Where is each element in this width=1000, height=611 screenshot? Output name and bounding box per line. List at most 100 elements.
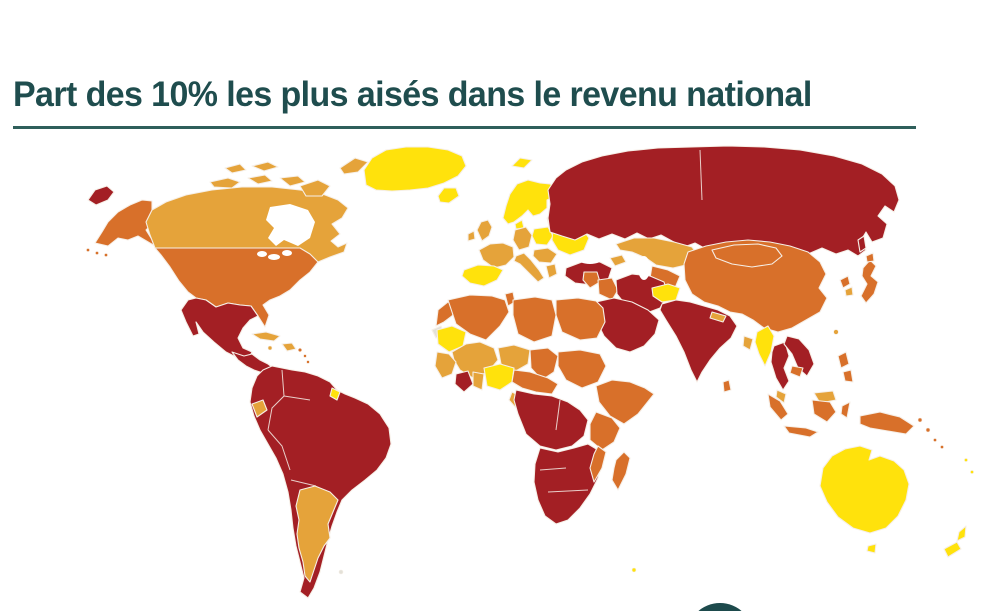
island-falklands <box>338 569 344 575</box>
country-nepal <box>709 311 727 323</box>
country-malaysia-borneo <box>813 390 837 404</box>
country-germany <box>512 226 533 251</box>
island-fiji-2 <box>970 470 974 474</box>
great-lake-1 <box>257 251 267 257</box>
country-poland <box>531 226 554 246</box>
country-canada-arctic-1 <box>209 177 241 189</box>
border-zimbabwe <box>547 489 589 493</box>
country-usa <box>154 247 319 328</box>
black-sea <box>577 252 603 264</box>
country-cambodia <box>789 365 804 378</box>
map-small-islands <box>86 248 974 575</box>
country-south-korea <box>844 286 854 297</box>
country-southern-africa <box>533 443 603 525</box>
island-png-2 <box>925 427 931 433</box>
country-australia <box>819 445 910 534</box>
island-mauritius <box>631 567 637 573</box>
country-malaysia <box>775 389 787 404</box>
country-greece <box>545 263 558 279</box>
country-russia <box>547 145 900 257</box>
country-philippines-mindanao <box>842 369 854 383</box>
island-fiji-1 <box>964 458 968 462</box>
country-indonesia-sumatra <box>767 393 789 421</box>
country-canada-ellesmere <box>339 157 369 175</box>
country-russia-sakhalin <box>857 235 867 253</box>
island-aleutians-1 <box>86 248 90 252</box>
country-libya <box>512 296 557 343</box>
country-cuba <box>251 331 281 342</box>
country-horn-of-africa <box>595 379 655 425</box>
border-venezuela <box>283 395 311 401</box>
country-indonesia-sulawesi <box>840 401 851 419</box>
country-sri-lanka <box>722 379 732 393</box>
great-lake-3 <box>282 250 292 256</box>
country-mexico <box>180 297 259 361</box>
page-title: Part des 10% les plus aisés dans le reve… <box>13 75 812 114</box>
country-argentina <box>295 485 339 583</box>
map-countries <box>87 145 967 599</box>
border-colombia <box>267 369 285 431</box>
country-mozambique <box>589 445 607 483</box>
country-caucasus <box>609 254 627 267</box>
country-thailand <box>770 341 790 391</box>
map-water-overlays <box>257 204 650 280</box>
country-alaska <box>94 199 165 247</box>
border-drc <box>555 399 561 431</box>
country-myanmar <box>754 325 775 367</box>
country-france <box>478 242 515 269</box>
country-hispaniola <box>281 342 297 352</box>
country-uk <box>476 219 493 242</box>
great-lake-2 <box>268 254 280 260</box>
country-south-america <box>249 365 392 599</box>
island-solomon-1 <box>933 438 937 442</box>
hudson-bay <box>266 204 315 246</box>
island-jamaica <box>267 345 273 351</box>
country-new-zealand-north <box>956 525 967 542</box>
country-japan-hokkaido <box>865 252 875 263</box>
country-papua-new-guinea <box>859 411 915 435</box>
country-senegal-guinea <box>434 351 457 379</box>
island-png-1 <box>917 417 923 423</box>
country-levant <box>582 271 601 289</box>
country-bangladesh <box>742 335 754 351</box>
border-peru-brazil <box>267 429 291 471</box>
country-mongolia <box>711 243 783 268</box>
country-east-africa <box>589 411 621 451</box>
country-borders-overlay <box>267 149 703 493</box>
country-india-pakistan <box>659 299 738 383</box>
island-antilles-2 <box>306 360 310 364</box>
island-aleutians-2 <box>95 251 99 255</box>
country-chad <box>529 347 559 381</box>
country-iraq <box>597 277 619 301</box>
border-angola-zambia <box>539 467 567 471</box>
country-japan <box>860 259 879 304</box>
country-arabia <box>595 297 660 353</box>
country-indonesia-kalimantan <box>811 399 837 423</box>
country-algeria <box>447 294 510 341</box>
country-drc-central <box>513 389 589 451</box>
country-greenland <box>363 146 467 192</box>
country-spain <box>461 264 504 287</box>
country-canada-arctic-4 <box>251 161 279 172</box>
country-cameroon-car <box>511 369 559 395</box>
island-aleutians-3 <box>104 253 108 257</box>
country-ghana <box>472 371 485 391</box>
country-north-korea <box>839 275 851 289</box>
country-ireland <box>467 230 476 242</box>
country-vietnam-laos <box>783 335 815 377</box>
country-madagascar <box>611 451 631 491</box>
country-sudan <box>557 349 607 389</box>
country-canada-arctic-5 <box>224 163 247 174</box>
country-canada-baffin <box>299 179 331 197</box>
country-ecuador <box>251 399 268 418</box>
badge-circle <box>698 603 742 611</box>
country-romania-balkans <box>532 247 558 264</box>
country-iceland <box>437 187 460 204</box>
country-svalbard <box>511 157 533 169</box>
country-china <box>683 239 828 333</box>
country-australia-tasmania <box>866 543 877 554</box>
island-puerto-rico <box>297 347 303 353</box>
country-canada-arctic-3 <box>279 175 306 187</box>
caspian-sea <box>638 256 650 280</box>
